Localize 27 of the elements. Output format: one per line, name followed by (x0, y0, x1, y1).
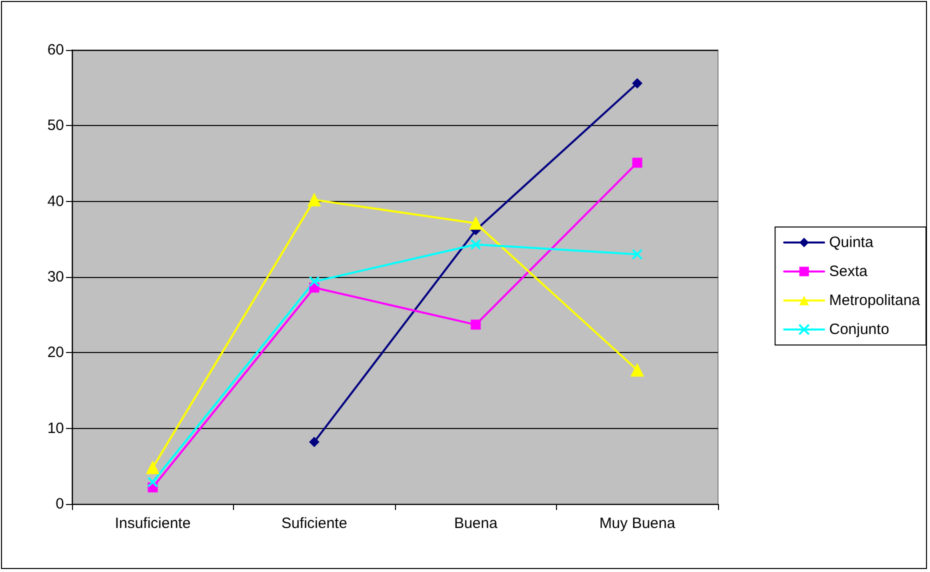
y-tick-label: 10 (47, 420, 64, 437)
point (147, 476, 158, 488)
y-tick-label: 0 (56, 496, 64, 512)
legend-label: Metropolitana (829, 292, 921, 309)
point (630, 364, 644, 377)
point (470, 320, 481, 330)
point (469, 216, 482, 230)
x-tick-label: Insuficiente (114, 515, 191, 532)
point (308, 276, 320, 288)
point (308, 193, 321, 206)
point (309, 436, 320, 447)
legend-label: Conjunto (829, 321, 890, 338)
point (146, 461, 160, 474)
y-tick-label: 20 (47, 344, 64, 362)
legend-label: Quinta (829, 234, 874, 251)
x-tick-label: Buena (454, 515, 498, 532)
y-tick-label: 50 (47, 117, 64, 134)
point (632, 78, 642, 88)
x-tick-label: Suficiente (281, 515, 348, 532)
point (632, 158, 642, 168)
x-tick-label: Muy Buena (599, 515, 676, 532)
y-tick-label: 40 (47, 192, 64, 210)
point (470, 238, 482, 250)
y-tick-label: 30 (47, 268, 64, 286)
y-tick-label: 60 (47, 42, 64, 58)
legend-label: Sexta (829, 263, 868, 280)
point (632, 248, 643, 260)
